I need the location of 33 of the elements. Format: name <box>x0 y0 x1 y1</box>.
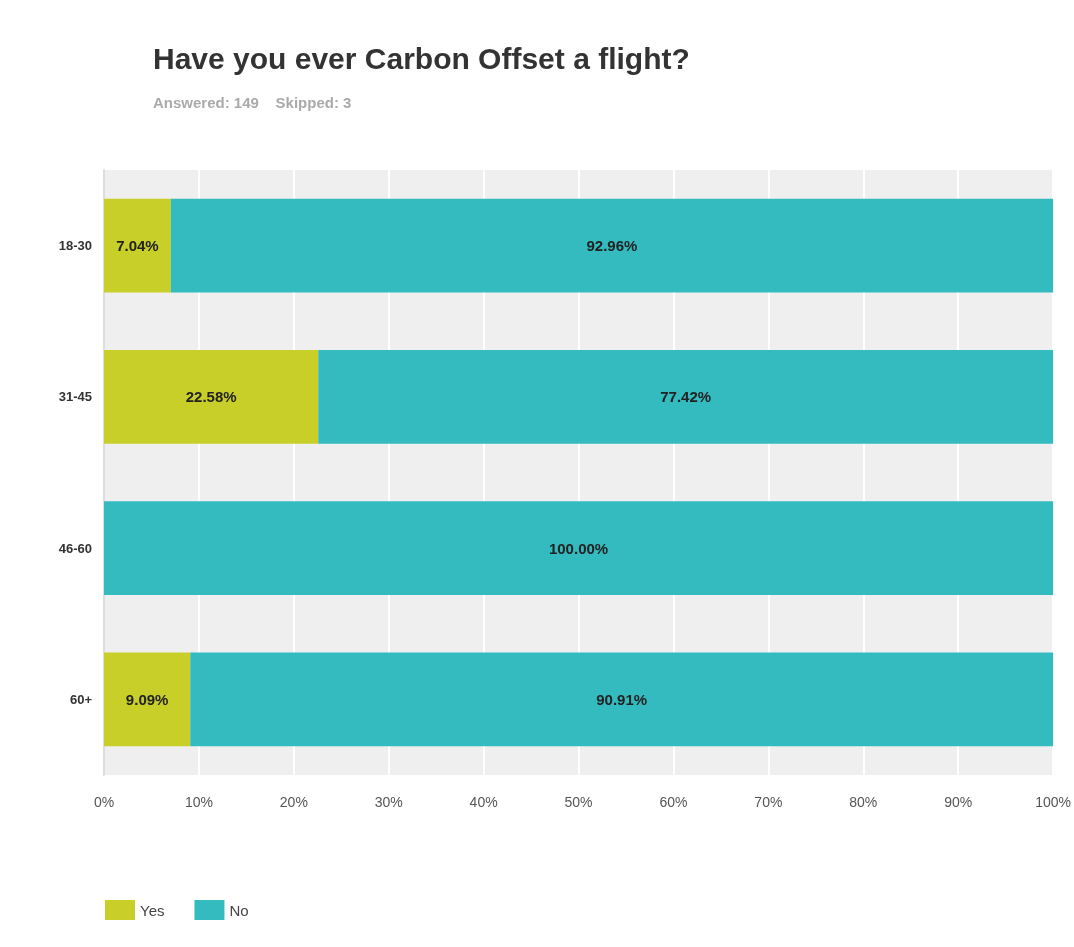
bar <box>318 349 1054 444</box>
data-label: 90.91% <box>596 690 648 708</box>
y-tick-label: 18-30 <box>58 238 92 254</box>
x-tick-label: 60% <box>659 794 688 810</box>
bar <box>104 652 191 747</box>
x-tick-label: 40% <box>469 794 498 810</box>
chart-title: Have you ever Carbon Offset a flight? <box>153 41 690 75</box>
x-tick-label: 10% <box>184 794 213 810</box>
bar <box>104 349 319 444</box>
y-tick-label: 60+ <box>69 691 93 707</box>
x-tick-label: 0% <box>93 794 115 810</box>
x-tick-label: 80% <box>849 794 878 810</box>
bar <box>170 198 1054 293</box>
x-tick-label: 30% <box>374 794 403 810</box>
data-label: 9.09% <box>125 690 169 708</box>
chart-subtitle: Answered: 149 Skipped: 3 <box>153 94 352 111</box>
data-label: 77.42% <box>660 388 712 406</box>
legend-label: No <box>229 901 249 919</box>
x-tick-label: 50% <box>564 794 593 810</box>
data-label: 22.58% <box>185 388 237 406</box>
y-tick-label: 31-45 <box>58 389 92 405</box>
bar <box>190 652 1054 747</box>
y-tick-label: 46-60 <box>58 540 92 556</box>
x-tick-label: 100% <box>1035 794 1071 810</box>
bar <box>104 501 1054 596</box>
legend-label: Yes <box>140 901 165 919</box>
x-tick-label: 20% <box>279 794 308 810</box>
x-tick-label: 70% <box>754 794 783 810</box>
data-label: 7.04% <box>116 237 159 255</box>
x-tick-label: 90% <box>944 794 973 810</box>
bar <box>104 198 171 293</box>
data-label: 92.96% <box>586 237 638 255</box>
data-label: 100.00% <box>548 539 609 557</box>
